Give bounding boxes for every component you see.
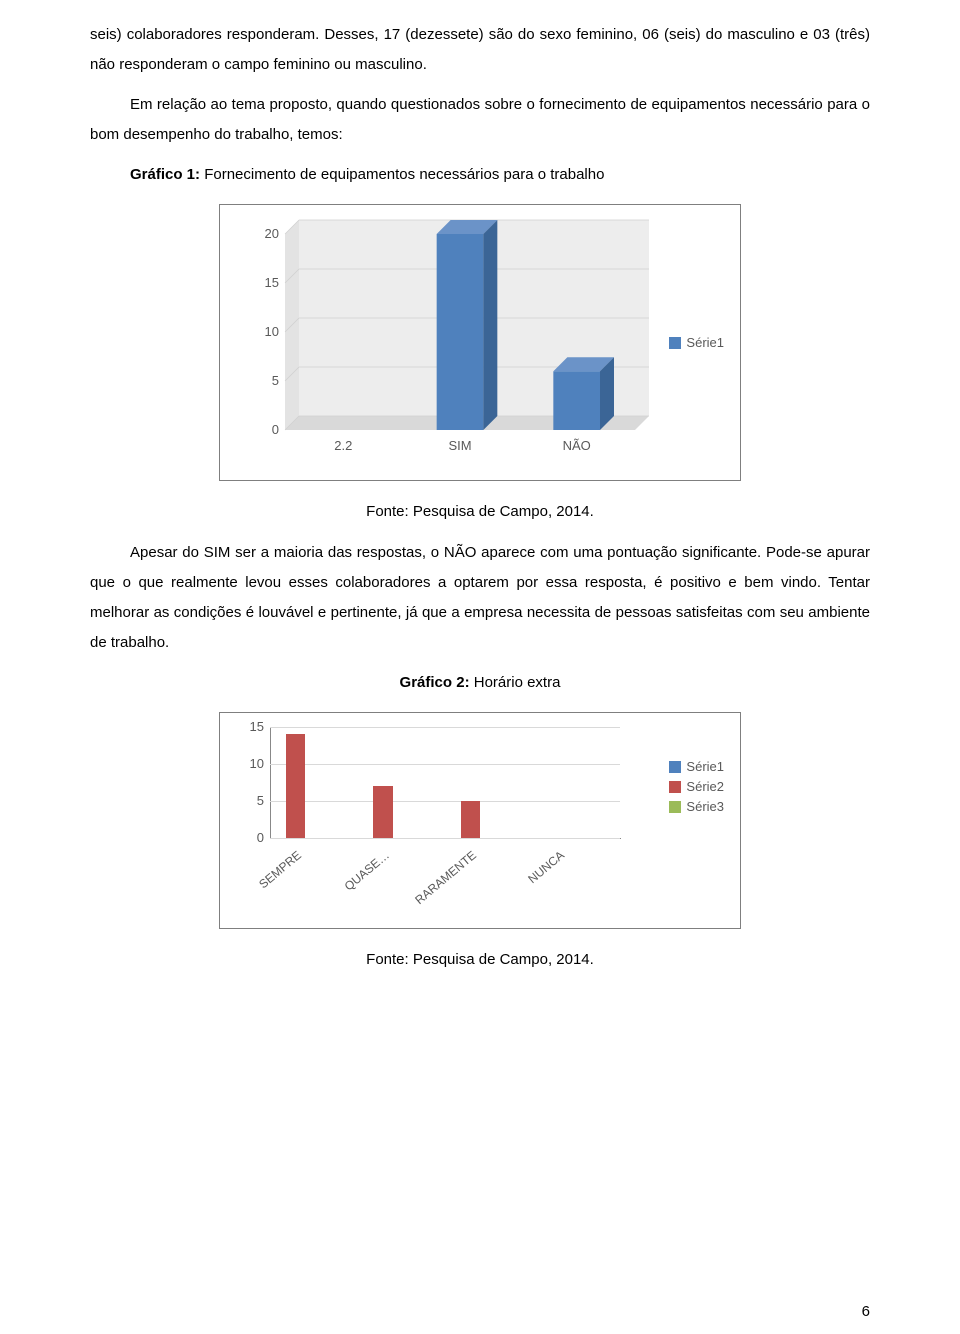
chart2-plot: [270, 727, 621, 839]
chart1-heading: Gráfico 1: Fornecimento de equipamentos …: [90, 160, 870, 190]
page-number: 6: [862, 1303, 870, 1320]
legend-swatch: [669, 801, 681, 813]
chart2-gridline: [270, 801, 620, 802]
chart-1: 0 5 10 15 20 2.2 SIM NÃO Série1: [219, 204, 741, 481]
legend-label: Série3: [686, 799, 724, 814]
chart1-ytick: 20: [265, 226, 279, 241]
chart2-source: Fonte: Pesquisa de Campo, 2014.: [90, 951, 870, 968]
chart2-xtick: NUNCA: [525, 848, 567, 886]
chart2-bar: [461, 801, 480, 838]
paragraph-2: Em relação ao tema proposto, quando ques…: [90, 90, 870, 150]
chart2-bar: [373, 786, 392, 838]
legend-label: Série1: [686, 335, 724, 350]
legend-swatch: [669, 781, 681, 793]
chart1-xtick: NÃO: [547, 438, 607, 453]
chart2-gridline: [270, 838, 620, 839]
chart1-ytick: 0: [272, 422, 279, 437]
legend-swatch: [669, 761, 681, 773]
chart2-gridline: [270, 764, 620, 765]
legend-swatch: [669, 337, 681, 349]
chart1-ytick: 15: [265, 275, 279, 290]
legend-label: Série1: [686, 759, 724, 774]
paragraph-3: Apesar do SIM ser a maioria das resposta…: [90, 538, 870, 658]
chart2-ytick: 15: [250, 719, 264, 734]
chart2-label: Gráfico 2:: [400, 674, 474, 691]
chart-2: 051015SEMPREQUASE…RARAMENTENUNCASérie1Sé…: [219, 712, 741, 929]
chart2-xtick: QUASE…: [341, 848, 391, 893]
chart1-legend: Série1: [669, 331, 724, 354]
chart2-ytick: 5: [257, 793, 264, 808]
chart2-heading: Gráfico 2: Horário extra: [90, 668, 870, 698]
chart1-source: Fonte: Pesquisa de Campo, 2014.: [90, 503, 870, 520]
chart2-ytick: 10: [250, 756, 264, 771]
page-content: seis) colaboradores responderam. Desses,…: [0, 0, 960, 1330]
chart2-xtick: RARAMENTE: [413, 848, 480, 907]
chart2-title: Horário extra: [474, 674, 561, 691]
paragraph-1: seis) colaboradores responderam. Desses,…: [90, 20, 870, 80]
chart1-ytick: 10: [265, 324, 279, 339]
chart2-gridline: [270, 727, 620, 728]
chart1-title: Fornecimento de equipamentos necessários…: [204, 166, 604, 183]
chart2-ytick: 0: [257, 830, 264, 845]
legend-label: Série2: [686, 779, 724, 794]
chart1-ytick: 5: [272, 373, 279, 388]
chart2-legend: Série1 Série2 Série3: [669, 755, 724, 818]
chart2-bar: [286, 734, 305, 838]
chart1-xtick: 2.2: [313, 438, 373, 453]
chart1-xtick: SIM: [430, 438, 490, 453]
chart2-xtick: SEMPRE: [257, 848, 305, 891]
chart1-label: Gráfico 1:: [130, 166, 204, 183]
